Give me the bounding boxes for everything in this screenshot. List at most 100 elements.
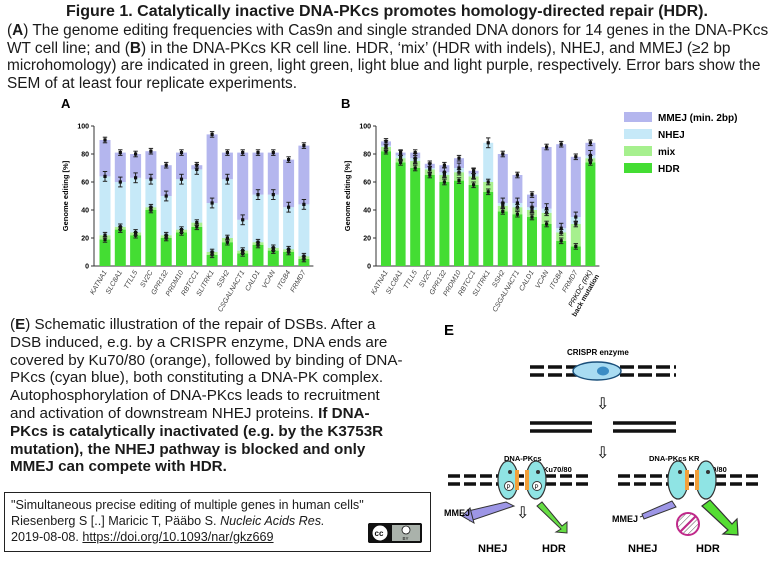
nhej-label-left: NHEJ xyxy=(478,543,507,555)
mean-marker xyxy=(588,153,592,157)
mean-marker xyxy=(501,152,505,156)
bar-mix xyxy=(410,161,421,168)
mean-marker xyxy=(486,141,490,145)
bar-mix xyxy=(439,175,450,182)
phospho-icon xyxy=(532,481,542,491)
arrow-down-icon: ⇩ xyxy=(516,505,529,522)
x-tick-label: TTLL5 xyxy=(123,269,139,290)
y-tick-label: 0 xyxy=(85,264,89,271)
bar-hdr xyxy=(221,242,233,266)
mmej-arrow-icon xyxy=(641,500,677,520)
bar-hdr xyxy=(556,240,567,266)
y-tick-label: 20 xyxy=(81,236,89,243)
bar-nhej xyxy=(176,179,187,230)
bar-nhej xyxy=(221,179,233,238)
bar-hdr xyxy=(99,239,111,266)
chart-legend: MMEJ (min. 2bp) NHEJ mix HDR xyxy=(624,112,737,175)
mean-marker xyxy=(501,201,505,205)
bar-mmej xyxy=(130,154,142,178)
caption-text-2: ) in the DNA-PKcs KR cell line. HDR, ‘mi… xyxy=(7,39,761,92)
x-tick-label: ITGB4 xyxy=(276,269,292,290)
mmej-label: MMEJ xyxy=(444,508,470,518)
bar-mmej xyxy=(541,147,552,209)
dnapkcs-kr-label: DNA-PKcs KR xyxy=(649,454,700,463)
y-tick-label: 80 xyxy=(81,152,89,159)
mean-marker xyxy=(472,183,476,187)
bar-nhej xyxy=(160,196,172,236)
by-text: BY xyxy=(403,536,409,541)
bar-hdr xyxy=(483,191,494,266)
bar-mmej xyxy=(267,152,279,195)
mean-marker xyxy=(384,139,388,143)
mean-marker xyxy=(103,138,107,142)
mean-marker xyxy=(413,166,417,170)
mean-marker xyxy=(225,177,229,181)
mean-marker xyxy=(515,173,519,177)
mean-marker xyxy=(241,218,245,222)
mean-marker xyxy=(118,180,122,184)
mean-marker xyxy=(574,155,578,159)
bar-mmej xyxy=(497,154,508,203)
mean-marker xyxy=(195,163,199,167)
y-tick-label: 0 xyxy=(367,264,371,271)
mean-marker xyxy=(164,233,168,237)
bar-mix xyxy=(468,176,479,185)
mean-marker xyxy=(302,144,306,148)
bar-mmej xyxy=(176,152,187,180)
dnapkcs-label: DNA-PKcs xyxy=(504,454,542,463)
mean-marker xyxy=(256,193,260,197)
bar-mmej xyxy=(206,134,218,203)
mean-marker xyxy=(588,141,592,145)
mean-marker xyxy=(103,237,107,241)
y-axis-label: Genome editing [%] xyxy=(61,160,70,231)
mean-marker xyxy=(164,194,168,198)
bar-hdr xyxy=(439,182,450,266)
mean-marker xyxy=(210,250,214,254)
mean-marker xyxy=(287,247,291,251)
citation-date: 2019-08-08. xyxy=(11,530,83,544)
bar-mmej xyxy=(160,165,172,196)
bar-hdr xyxy=(410,168,421,266)
figure-caption: (A) The genome editing frequencies with … xyxy=(7,22,769,92)
caption-label-a: A xyxy=(12,22,24,39)
mean-marker xyxy=(457,166,461,170)
bar-mmej xyxy=(145,151,157,180)
x-tick-label: FRMD7 xyxy=(290,269,309,294)
mean-marker xyxy=(179,151,184,155)
bar-hdr xyxy=(145,210,157,266)
ku7080-icon xyxy=(695,470,699,490)
mean-marker xyxy=(256,240,260,244)
bar-hdr xyxy=(114,229,126,266)
mean-marker xyxy=(413,151,417,155)
mean-marker xyxy=(134,176,138,180)
cc-text: cc xyxy=(375,529,384,538)
mean-marker xyxy=(241,249,245,253)
mean-marker xyxy=(530,193,534,197)
chart-panel-b: B Genome editing [%]020406080100KATNA1SL… xyxy=(341,96,601,318)
mean-marker xyxy=(225,151,229,155)
y-tick-label: 60 xyxy=(81,180,89,187)
ku7080-icon xyxy=(525,470,529,490)
bar-hdr xyxy=(176,232,187,266)
legend-label-mmej: MMEJ (min. 2bp) xyxy=(658,113,737,124)
mean-marker xyxy=(545,207,549,211)
bar-nhej xyxy=(145,179,157,208)
panel-label-a: A xyxy=(61,96,71,111)
bar-nhej xyxy=(130,177,142,233)
bar-hdr xyxy=(585,162,596,266)
dna-right-complex xyxy=(618,474,762,486)
bar-mix xyxy=(541,212,552,224)
mean-marker xyxy=(134,152,138,156)
hdr-label-left: HDR xyxy=(542,543,566,555)
y-tick-label: 80 xyxy=(363,152,371,159)
citation-title: "Simultaneous precise editing of multipl… xyxy=(11,498,364,512)
mean-marker xyxy=(559,226,563,230)
mean-marker xyxy=(195,167,199,171)
mean-marker xyxy=(118,225,122,229)
dna-double-strand-break xyxy=(530,421,676,433)
phospho-label: P xyxy=(535,485,539,491)
citation-authors: Riesenberg S [..] Maricic T, Pääbo S. xyxy=(11,514,221,528)
bar-mmej xyxy=(298,145,310,205)
mean-marker xyxy=(559,142,563,146)
citation-doi-link[interactable]: https://doi.org/10.1093/nar/gkz669 xyxy=(82,530,274,544)
